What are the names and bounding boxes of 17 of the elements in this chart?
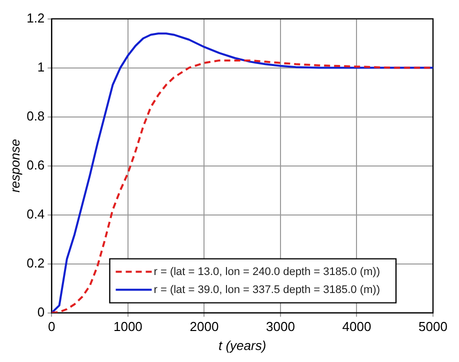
x-tick-label: 1000 — [113, 319, 142, 334]
x-tick-label: 3000 — [266, 319, 295, 334]
y-tick-label: 1 — [37, 59, 45, 74]
x-tick-label: 5000 — [418, 319, 448, 334]
x-tick-label: 2000 — [190, 319, 219, 334]
legend-label: r = (lat = 13.0, lon = 240.0 depth = 3185.0 (m)) — [154, 266, 380, 278]
y-tick-label: 0.2 — [26, 255, 45, 270]
y-tick-label: 1.2 — [26, 10, 45, 26]
y-tick-label: 0.8 — [26, 108, 45, 124]
legend-label: r = (lat = 39.0, lon = 337.5 depth = 3185.0 (m)) — [154, 284, 380, 296]
x-axis-title: t (years) — [218, 338, 266, 353]
x-tick-label: 4000 — [342, 319, 372, 334]
y-tick-label: 0.6 — [26, 157, 45, 172]
y-axis-title: response — [7, 139, 22, 193]
y-tick-label: 0.4 — [26, 206, 45, 222]
x-tick-label: 0 — [48, 319, 56, 334]
y-tick-label: 0 — [37, 304, 45, 320]
